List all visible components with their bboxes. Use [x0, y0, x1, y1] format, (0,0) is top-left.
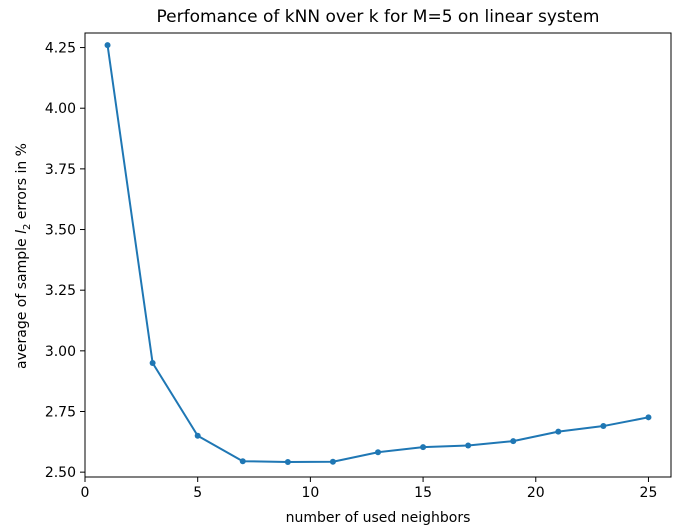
data-point: [555, 428, 562, 435]
data-point: [420, 444, 427, 451]
ticks-layer: 0 5 10 15 20 25 2.50 2.75 3.00 3.25 3.50 3.75 4.00 4.…: [45, 41, 658, 501]
x-tick-label: 0: [81, 485, 90, 501]
x-tick-label: 20: [527, 485, 545, 501]
y-axis-label-subscript: 2: [22, 224, 33, 230]
x-tick-label: 15: [414, 485, 432, 501]
data-point: [284, 458, 291, 465]
y-tick-label: 2.75: [45, 404, 76, 420]
data-point: [645, 414, 652, 421]
y-tick-label: 3.75: [45, 162, 76, 178]
y-tick-label: 3.50: [45, 223, 76, 239]
data-point: [465, 442, 472, 449]
series-line: [106, 44, 649, 463]
data-point: [600, 423, 607, 430]
data-point: [239, 458, 246, 465]
chart-title: Perfomance of kNN over k for M=5 on line…: [157, 7, 600, 27]
series-layer: [104, 42, 652, 465]
y-axis-label: average of sample l2 errors in %: [14, 143, 33, 369]
x-axis-label: number of used neighbors: [286, 510, 471, 526]
y-axis-label-part-2: errors in %: [14, 143, 30, 224]
y-tick-label: 3.00: [45, 344, 76, 360]
data-point: [329, 458, 336, 465]
data-point: [194, 432, 201, 439]
x-tick-label: 25: [640, 485, 658, 501]
plot-frame: [84, 32, 672, 478]
x-tick-label: 10: [301, 485, 319, 501]
x-tick-label: 5: [193, 485, 202, 501]
y-tick-label: 3.25: [45, 283, 76, 299]
data-point: [375, 449, 381, 456]
y-tick-label: 4.00: [45, 101, 76, 117]
data-point: [104, 42, 111, 49]
y-axis-label-part-1: average of sample: [14, 234, 30, 369]
data-point: [149, 359, 156, 366]
y-axis-label-l: l: [14, 230, 30, 234]
y-tick-label: 2.50: [45, 465, 76, 481]
y-tick-label: 4.25: [45, 41, 76, 57]
data-point: [510, 438, 517, 445]
